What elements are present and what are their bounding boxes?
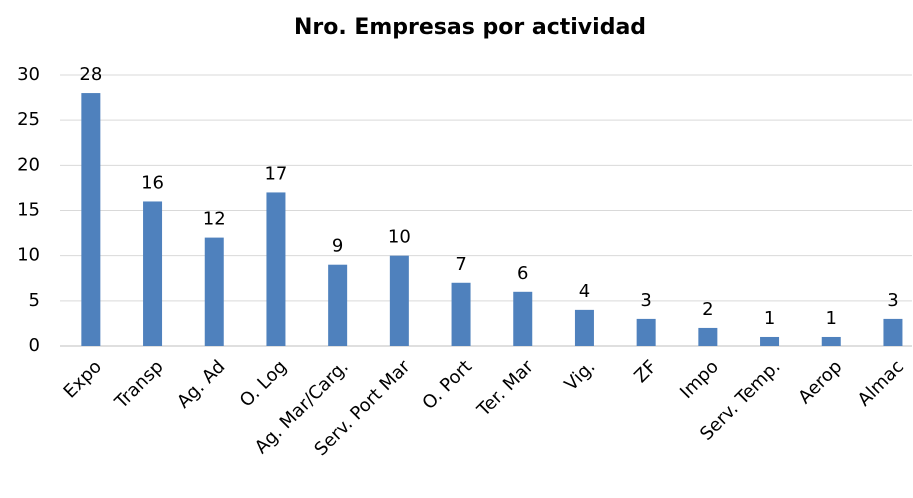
- y-tick-label: 20: [17, 154, 40, 175]
- x-tick-label: Aerop: [794, 356, 846, 408]
- bar: [513, 291, 533, 346]
- data-label: 9: [332, 236, 343, 257]
- y-tick-label: 10: [17, 245, 40, 266]
- data-label: 3: [640, 290, 651, 311]
- x-tick-label: Transp: [110, 356, 167, 413]
- bar: [81, 93, 101, 346]
- x-tick-label: Almac: [854, 356, 908, 410]
- y-tick-label: 25: [17, 109, 40, 130]
- data-label: 4: [579, 281, 590, 302]
- bar: [636, 318, 656, 346]
- x-tick-label: Impo: [676, 356, 723, 403]
- x-tick-label: Ter. Mar: [473, 356, 539, 422]
- bar: [760, 336, 780, 346]
- y-tick-label: 30: [17, 64, 40, 85]
- bar: [883, 318, 903, 346]
- x-tick-label: Vig.: [561, 356, 600, 395]
- data-label: 1: [764, 308, 775, 329]
- data-label: 1: [826, 308, 837, 329]
- bar: [204, 237, 224, 346]
- data-label: 6: [517, 263, 528, 284]
- bar: [821, 336, 841, 346]
- bar: [451, 282, 471, 346]
- chart-title: Nro. Empresas por actividad: [294, 15, 646, 40]
- x-tick-label: ZF: [630, 356, 661, 387]
- data-label: 17: [264, 163, 287, 184]
- x-tick-label: Ag. Ad: [173, 356, 229, 412]
- data-label: 7: [455, 254, 466, 275]
- y-tick-label: 15: [17, 200, 40, 221]
- y-tick-label: 0: [29, 335, 40, 356]
- data-label: 28: [79, 64, 102, 85]
- y-tick-label: 5: [29, 290, 40, 311]
- data-label: 16: [141, 172, 164, 193]
- data-label: 2: [702, 299, 713, 320]
- bar: [574, 309, 594, 346]
- bar: [266, 192, 286, 346]
- x-tick-label: Expo: [60, 356, 106, 402]
- bar: [698, 327, 718, 346]
- bar: [328, 264, 348, 346]
- data-label: 3: [887, 290, 898, 311]
- x-tick-label: O. Port: [418, 356, 476, 414]
- bar: [143, 201, 163, 346]
- x-tick-label: O. Log: [236, 356, 291, 411]
- data-label: 10: [388, 227, 411, 248]
- data-label: 12: [203, 209, 226, 230]
- bar: [389, 255, 409, 346]
